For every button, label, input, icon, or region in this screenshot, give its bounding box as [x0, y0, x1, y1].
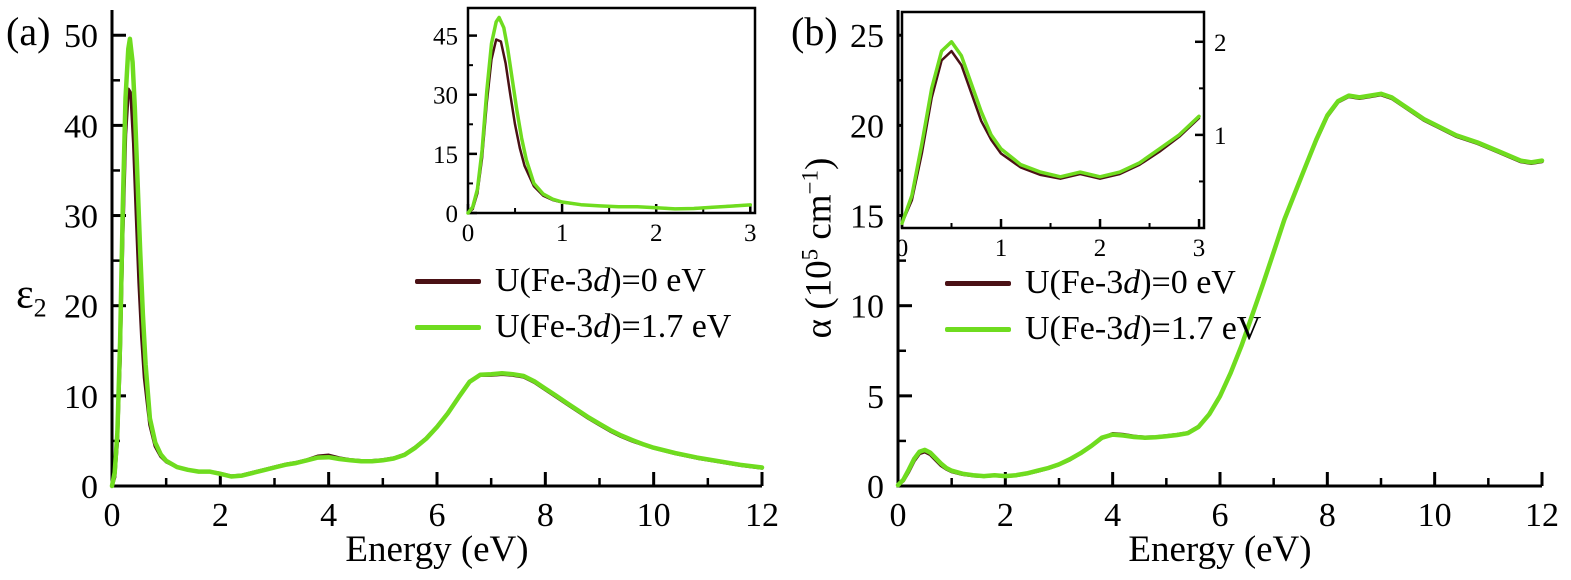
svg-text:0: 0: [446, 201, 459, 228]
legend-item-u0: U(Fe-3d)=0 eV: [415, 258, 731, 304]
legend-label-u17-pre: U(Fe-3: [495, 308, 594, 345]
svg-text:2: 2: [997, 497, 1014, 534]
svg-text:1: 1: [995, 235, 1008, 262]
legend-line-u17-icon: [945, 326, 1011, 332]
legend-item-u0: U(Fe-3d)=0 eV: [945, 260, 1261, 306]
svg-text:2: 2: [1214, 30, 1227, 57]
svg-text:0: 0: [890, 497, 907, 534]
svg-text:8: 8: [1319, 497, 1336, 534]
legend-label-u17-post: )=1.7 eV: [610, 308, 732, 345]
svg-text:10: 10: [850, 289, 884, 326]
legend-label-u17: U(Fe-3d)=1.7 eV: [1025, 310, 1261, 348]
legend-label-u0-pre: U(Fe-3: [495, 262, 594, 299]
svg-text:8: 8: [537, 497, 554, 534]
legend-line-u17-icon: [415, 324, 481, 330]
svg-text:40: 40: [64, 108, 98, 145]
legend-label-u0-post: )=0 eV: [1140, 264, 1236, 301]
legend-label-u0-d: d: [593, 262, 611, 299]
svg-text:30: 30: [433, 83, 458, 110]
legend-label-u17-post: )=1.7 eV: [1140, 310, 1262, 347]
svg-text:3: 3: [1193, 235, 1206, 262]
legend-label-u17-d: d: [1123, 310, 1141, 347]
svg-text:12: 12: [1525, 497, 1559, 534]
svg-text:1: 1: [1214, 123, 1227, 150]
svg-text:10: 10: [637, 497, 671, 534]
svg-text:0: 0: [462, 220, 475, 247]
svg-text:20: 20: [64, 289, 98, 326]
svg-text:30: 30: [64, 199, 98, 236]
panel-a-ylabel: ε2: [16, 270, 47, 323]
legend-label-u0: U(Fe-3d)=0 eV: [495, 262, 706, 300]
panel-a-xlabel: Energy (eV): [345, 529, 529, 570]
panel-b-xlabel: Energy (eV): [1128, 529, 1312, 570]
legend-label-u17: U(Fe-3d)=1.7 eV: [495, 308, 731, 346]
svg-text:2: 2: [1094, 235, 1107, 262]
legend-item-u17: U(Fe-3d)=1.7 eV: [415, 304, 731, 350]
epsilon-subscript: 2: [33, 293, 47, 323]
svg-text:1: 1: [556, 220, 569, 247]
alpha-label-unit: cm: [798, 194, 840, 249]
panel-a-legend: U(Fe-3d)=0 eV U(Fe-3d)=1.7 eV: [415, 258, 731, 350]
svg-text:0: 0: [867, 469, 884, 506]
legend-item-u17: U(Fe-3d)=1.7 eV: [945, 306, 1261, 352]
svg-text:5: 5: [867, 379, 884, 416]
svg-text:15: 15: [433, 142, 458, 169]
legend-label-u0-pre: U(Fe-3: [1025, 264, 1124, 301]
svg-text:3: 3: [744, 220, 757, 247]
legend-label-u0-post: )=0 eV: [610, 262, 706, 299]
legend-label-u17-pre: U(Fe-3: [1025, 310, 1124, 347]
alpha-label-exp: 5: [797, 248, 823, 261]
panel-b-ylabel: α (105 cm−1): [797, 158, 840, 339]
alpha-label-close: ): [798, 157, 840, 171]
svg-text:4: 4: [320, 497, 337, 534]
svg-text:20: 20: [850, 108, 884, 145]
svg-text:2: 2: [650, 220, 663, 247]
legend-line-u0-icon: [945, 280, 1011, 286]
svg-text:45: 45: [433, 24, 458, 51]
legend-line-u0-icon: [415, 278, 481, 284]
alpha-label-part: α (10: [798, 260, 840, 339]
panel-b-label: (b): [791, 9, 838, 54]
legend-label-u17-d: d: [593, 308, 611, 345]
panel-b-legend: U(Fe-3d)=0 eV U(Fe-3d)=1.7 eV: [945, 260, 1261, 352]
svg-text:10: 10: [64, 379, 98, 416]
svg-text:6: 6: [429, 497, 446, 534]
svg-text:6: 6: [1212, 497, 1229, 534]
svg-text:15: 15: [850, 199, 884, 236]
svg-text:25: 25: [850, 18, 884, 55]
panel-a-label: (a): [6, 9, 51, 54]
svg-text:50: 50: [64, 18, 98, 55]
svg-text:4: 4: [1104, 497, 1121, 534]
panel-a: 0 2 4 6 8 10 12 0 10 20 30 40 50 0 1 2 3 0 15 30 45 (a) ε2 E…: [0, 0, 785, 580]
svg-text:10: 10: [1418, 497, 1452, 534]
panel-b: 0 2 4 6 8 10 12 0 5 10 15 20 25 0 1 2 3 1 2 (b) α (105 cm−…: [785, 0, 1570, 580]
epsilon-symbol: ε: [16, 271, 34, 318]
svg-text:0: 0: [104, 497, 121, 534]
svg-text:2: 2: [212, 497, 229, 534]
legend-label-u0: U(Fe-3d)=0 eV: [1025, 264, 1236, 302]
legend-label-u0-d: d: [1123, 264, 1141, 301]
alpha-label-exp2: −1: [797, 170, 823, 195]
svg-text:12: 12: [745, 497, 779, 534]
svg-text:0: 0: [81, 469, 98, 506]
svg-text:0: 0: [896, 235, 909, 262]
